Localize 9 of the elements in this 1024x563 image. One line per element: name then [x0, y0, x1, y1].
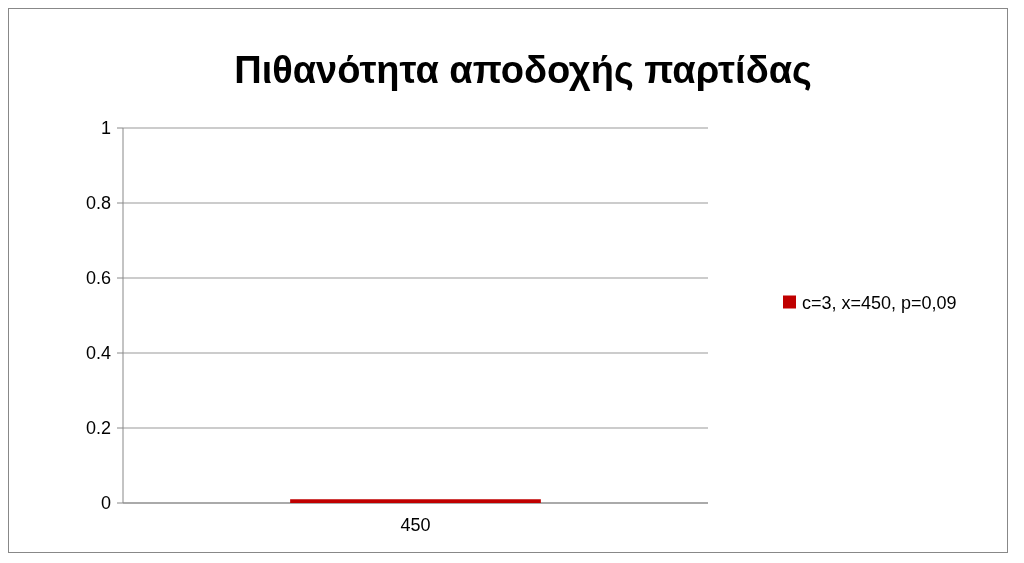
y-tick-label: 0.2 [85, 418, 111, 439]
legend-label: c=3, x=450, p=0,09 [802, 292, 957, 313]
y-tick-label: 1 [100, 118, 111, 139]
y-tick-label: 0.4 [85, 343, 111, 364]
y-tick-label: 0.8 [85, 193, 111, 214]
chart-title: Πιθανότητα αποδοχής παρτίδας [234, 49, 812, 91]
x-tick-label: 450 [400, 515, 431, 535]
y-tick-label: 0 [100, 493, 111, 514]
y-tick-label: 0.6 [85, 268, 111, 289]
